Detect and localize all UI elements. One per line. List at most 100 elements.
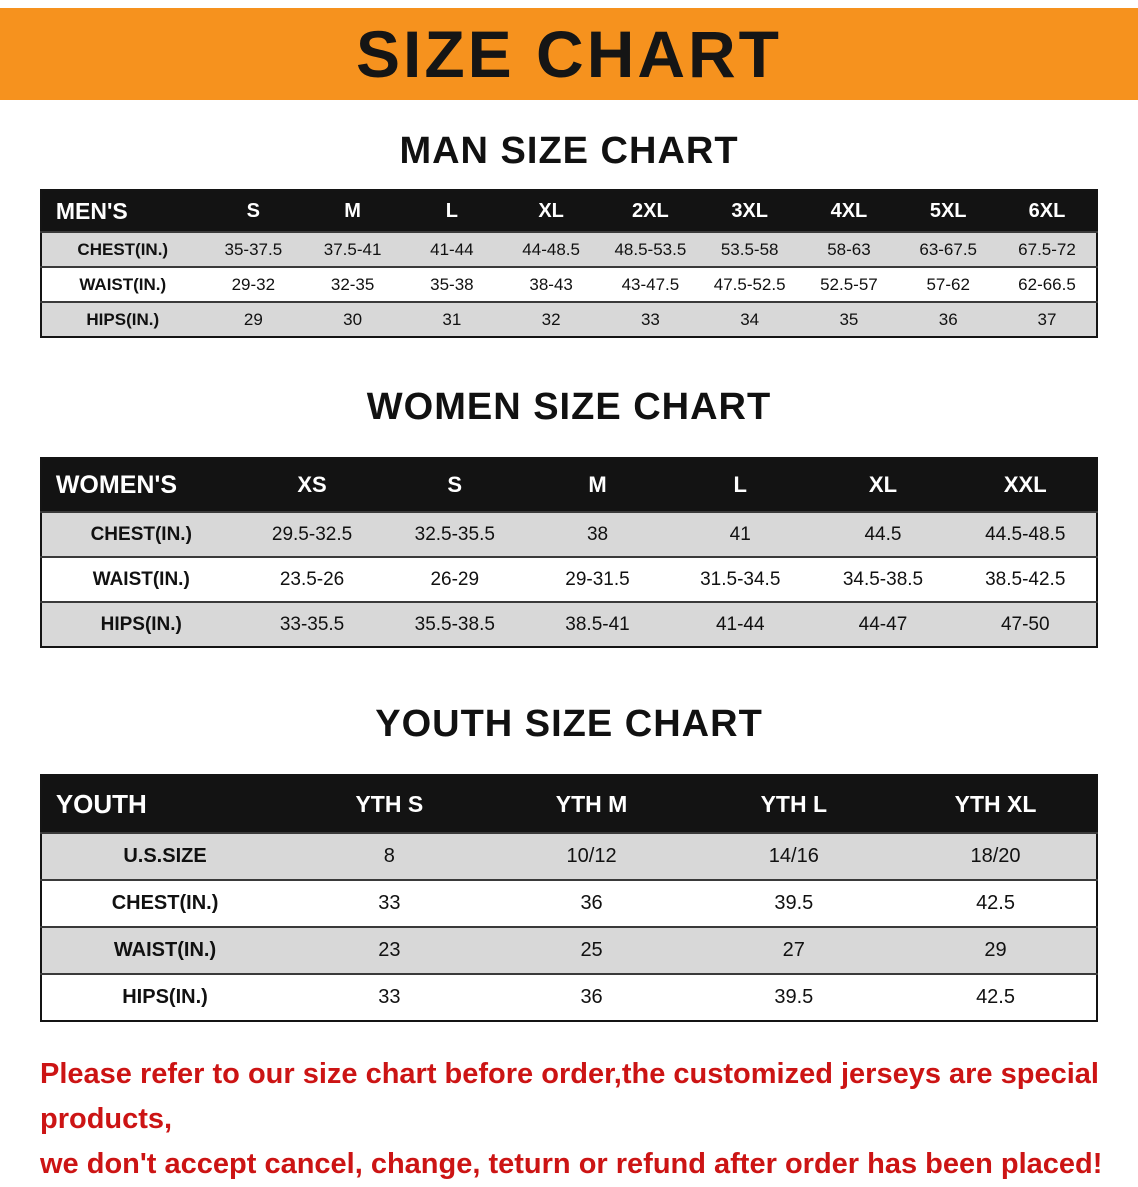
size-value: 52.5-57 [820, 274, 878, 294]
size-value: 63-67.5 [919, 239, 978, 259]
size-value: 34 [740, 309, 760, 329]
size-value: 44.5 [864, 523, 902, 545]
men-size-table: MEN'S S M L XL 2XL 3XL 4XL 5XL 6XL CHEST(IN.) 35-37… [39, 189, 1099, 338]
size-value: 31.5-34.5 [700, 568, 781, 590]
size-value: 44-48.5 [522, 239, 580, 259]
size-column-header: YTH S [288, 775, 491, 833]
size-value: 31 [442, 309, 462, 329]
row-label: CHEST(IN.) [77, 239, 169, 259]
table-row: HIPS(IN.) 29 30 31 32 33 34 35 36 37 [40, 302, 1098, 337]
size-value: 36 [580, 892, 603, 914]
youth-size-section: YOUTH SIZE CHART YOUTH YTH S YTH M YTH L YTH … [0, 703, 1138, 1022]
row-label: HIPS(IN.) [122, 986, 208, 1008]
size-value: 29.5-32.5 [271, 523, 353, 545]
women-size-section: WOMEN SIZE CHART WOMEN'S XS S M L XL XXL CHEST(I… [0, 386, 1138, 648]
youth-size-table: YOUTH YTH S YTH M YTH L YTH XL U.S.SIZE 8 10/12… [39, 774, 1099, 1022]
size-column-header: 6XL [997, 190, 1098, 232]
table-header-row: YOUTH YTH S YTH M YTH L YTH XL [40, 775, 1098, 833]
men-section-title: MAN SIZE CHART [399, 130, 739, 172]
size-value: 36 [938, 309, 958, 329]
table-header-row: MEN'S S M L XL 2XL 3XL 4XL 5XL 6XL [40, 190, 1098, 232]
size-value: 10/12 [566, 845, 617, 867]
disclaimer-line-1: Please refer to our size chart before or… [40, 1058, 1099, 1135]
size-value: 53.5-58 [720, 239, 779, 259]
size-column-header: M [302, 190, 403, 232]
size-value: 38.5-41 [565, 613, 630, 635]
size-value: 39.5 [774, 986, 814, 1008]
size-value: 33 [378, 986, 401, 1008]
table-group-label: WOMEN'S [40, 458, 241, 512]
women-size-table: WOMEN'S XS S M L XL XXL CHEST(IN.) 29.5-32.5 32.5… [39, 457, 1099, 648]
size-value: 33 [640, 309, 660, 329]
size-chart-sections: MAN SIZE CHART MEN'S S M L XL 2XL 3XL 4XL 5XL 6XL C… [0, 130, 1138, 1022]
size-value: 29 [984, 939, 1007, 961]
row-label: WAIST(IN.) [113, 939, 217, 961]
size-column-header: S [203, 190, 303, 232]
disclaimer: Please refer to our size chart before or… [40, 1052, 1114, 1187]
size-value: 35.5-38.5 [414, 613, 495, 635]
size-value: 41-44 [715, 613, 765, 635]
size-value: 8 [383, 845, 395, 867]
size-value: 32.5-35.5 [414, 523, 495, 545]
size-value: 35 [839, 309, 859, 329]
size-value: 14/16 [768, 845, 819, 867]
size-column-header: YTH M [490, 775, 693, 833]
table-group-label: YOUTH [40, 775, 289, 833]
size-column-header: 2XL [600, 190, 701, 232]
table-row: CHEST(IN.) 29.5-32.5 32.5-35.5 38 41 44.5 44.5… [40, 512, 1098, 557]
size-value: 27 [782, 939, 805, 961]
size-value: 38-43 [529, 274, 573, 294]
size-value: 38 [586, 523, 609, 545]
size-value: 34.5-38.5 [842, 568, 924, 590]
row-label: WAIST(IN.) [92, 568, 190, 590]
table-row: HIPS(IN.) 33 36 39.5 42.5 [40, 974, 1098, 1021]
size-column-header: YTH L [692, 775, 895, 833]
size-value: 37.5-41 [323, 239, 382, 259]
size-column-header: 5XL [898, 190, 998, 232]
size-value: 38.5-42.5 [985, 568, 1066, 590]
size-value: 33 [378, 892, 401, 914]
size-value: 32-35 [330, 274, 375, 294]
page-title: SIZE CHART [356, 17, 782, 91]
size-value: 29 [243, 309, 263, 329]
size-value: 41-44 [430, 239, 474, 259]
size-value: 47-50 [1000, 613, 1050, 635]
women-section-title: WOMEN SIZE CHART [366, 386, 772, 428]
table-row: CHEST(IN.) 35-37.5 37.5-41 41-44 44-48.5 48.5… [40, 232, 1098, 267]
row-label: U.S.SIZE [123, 845, 207, 867]
size-column-header: L [402, 190, 502, 232]
size-chart-page: SIZE CHART MAN SIZE CHART MEN'S S M L XL 2XL 3X… [0, 8, 1138, 1187]
table-row: HIPS(IN.) 33-35.5 35.5-38.5 38.5-41 41-44 44-… [40, 602, 1098, 647]
size-value: 42.5 [976, 892, 1015, 914]
row-label: CHEST(IN.) [90, 523, 192, 545]
banner: SIZE CHART [0, 8, 1138, 100]
row-label: CHEST(IN.) [111, 892, 219, 914]
size-column-header: XS [240, 458, 384, 512]
size-value: 42.5 [976, 986, 1015, 1008]
size-value: 43-47.5 [621, 274, 680, 294]
size-value: 47.5-52.5 [713, 274, 786, 294]
size-value: 44.5-48.5 [985, 523, 1066, 545]
size-column-header: XL [811, 458, 955, 512]
size-value: 41 [729, 523, 751, 545]
size-column-header: 4XL [799, 190, 899, 232]
size-value: 39.5 [774, 892, 814, 914]
table-row: WAIST(IN.) 23.5-26 26-29 29-31.5 31.5-34.5 34… [40, 557, 1098, 602]
size-value: 32 [541, 309, 561, 329]
table-group-label: MEN'S [40, 190, 204, 232]
size-value: 37 [1037, 309, 1057, 329]
size-value: 29-31.5 [565, 568, 630, 590]
table-row: WAIST(IN.) 29-32 32-35 35-38 38-43 43-47.5 47.… [40, 267, 1098, 302]
size-value: 48.5-53.5 [614, 239, 687, 259]
table-header-row: WOMEN'S XS S M L XL XXL [40, 458, 1098, 512]
size-column-header: YTH XL [894, 775, 1098, 833]
size-value: 23 [378, 939, 401, 961]
disclaimer-line-2: we don't accept cancel, change, teturn o… [40, 1147, 1103, 1180]
size-value: 58-63 [827, 239, 871, 259]
size-value: 44-47 [858, 613, 908, 635]
size-column-header: L [668, 458, 812, 512]
table-row: WAIST(IN.) 23 25 27 29 [40, 927, 1098, 974]
row-label: WAIST(IN.) [79, 274, 167, 294]
size-value: 67.5-72 [1018, 239, 1076, 259]
size-value: 29-32 [231, 274, 276, 294]
